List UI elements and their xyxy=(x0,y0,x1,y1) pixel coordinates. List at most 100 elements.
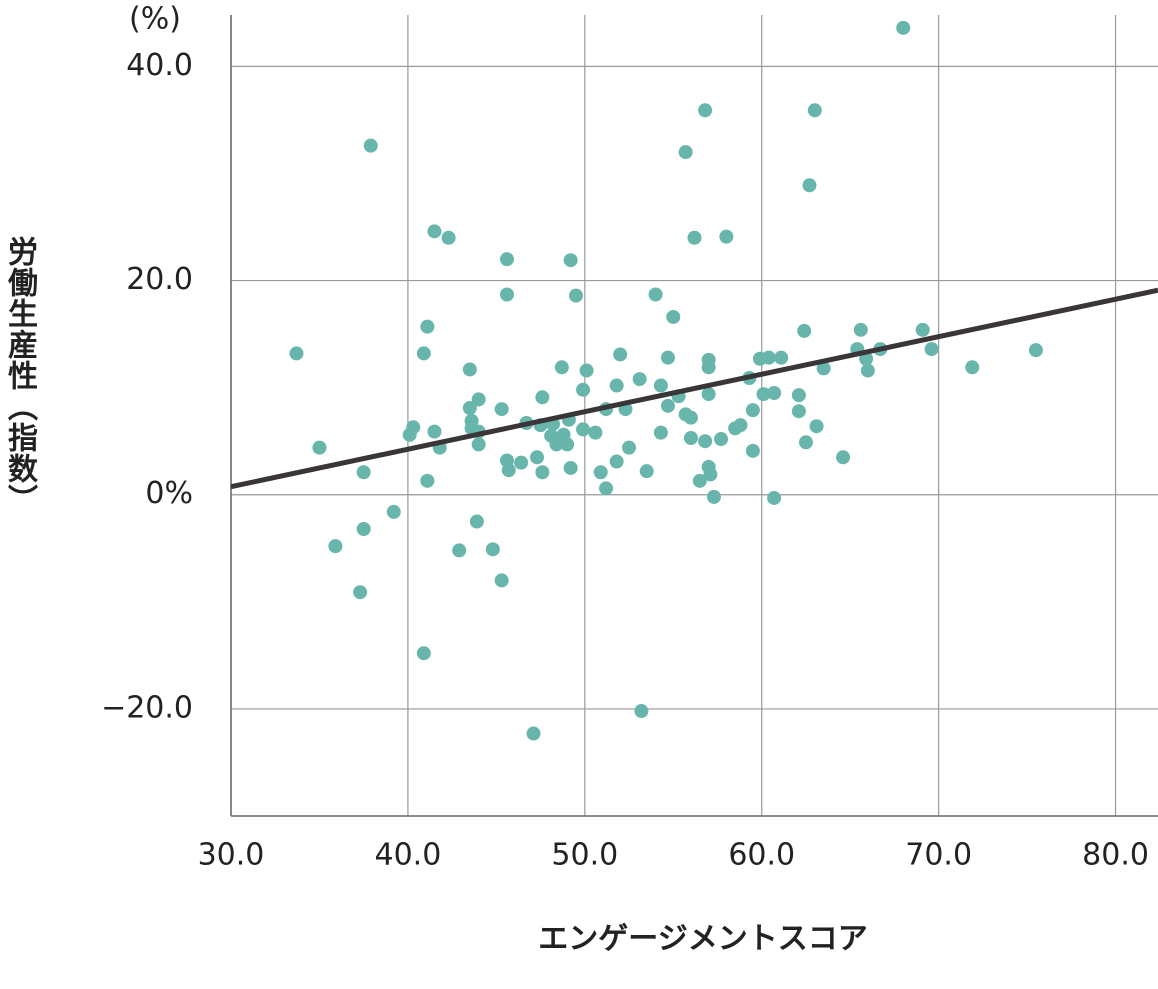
point xyxy=(915,322,930,337)
x-tick-label: 50.0 xyxy=(551,838,618,873)
point xyxy=(924,342,939,357)
point xyxy=(687,230,702,245)
point xyxy=(535,390,550,405)
point xyxy=(416,646,431,661)
point xyxy=(499,287,514,302)
point xyxy=(441,230,456,245)
point xyxy=(420,319,435,334)
point xyxy=(622,440,637,455)
point xyxy=(774,350,789,365)
point xyxy=(767,386,782,401)
point xyxy=(767,490,782,505)
point xyxy=(683,410,698,425)
point xyxy=(809,419,824,434)
point xyxy=(698,434,713,449)
point xyxy=(648,287,663,302)
point xyxy=(719,229,734,244)
point xyxy=(860,363,875,378)
point xyxy=(836,450,851,465)
point xyxy=(714,432,729,447)
point xyxy=(416,346,431,361)
point xyxy=(791,388,806,403)
point xyxy=(807,103,822,118)
point xyxy=(471,392,486,407)
point xyxy=(593,465,608,480)
y-axis-label: 労働生産性（指数） xyxy=(2,236,37,515)
point xyxy=(563,460,578,475)
point xyxy=(576,382,591,397)
x-tick-label: 60.0 xyxy=(728,838,795,873)
x-tick-label: 40.0 xyxy=(375,838,442,873)
y-tick-label: 20.0 xyxy=(126,262,193,297)
point xyxy=(579,363,594,378)
point xyxy=(896,20,911,35)
point xyxy=(745,443,760,458)
point xyxy=(632,372,647,387)
point xyxy=(469,514,484,529)
point xyxy=(353,585,368,600)
y-tick-label: −20.0 xyxy=(101,690,193,725)
point xyxy=(965,360,980,375)
point xyxy=(816,361,831,376)
point xyxy=(526,726,541,741)
point xyxy=(698,103,713,118)
point xyxy=(501,463,516,478)
point xyxy=(514,455,529,470)
point xyxy=(452,543,467,558)
point xyxy=(499,252,514,267)
point xyxy=(703,467,718,482)
point xyxy=(530,450,545,465)
point xyxy=(706,489,721,504)
point xyxy=(791,404,806,419)
point xyxy=(678,145,693,160)
x-tick-label: 70.0 xyxy=(905,838,972,873)
y-tick-label: 40.0 xyxy=(126,48,193,83)
point xyxy=(797,323,812,338)
y-unit: (%) xyxy=(129,2,181,37)
point xyxy=(494,402,509,417)
point xyxy=(494,573,509,588)
point xyxy=(462,401,477,416)
point xyxy=(568,288,583,303)
point xyxy=(666,309,681,324)
point xyxy=(745,403,760,418)
point xyxy=(462,362,477,377)
point xyxy=(599,481,614,496)
point xyxy=(613,347,628,362)
point xyxy=(588,425,603,440)
point xyxy=(639,464,654,479)
x-axis-label: エンゲージメントスコア xyxy=(538,922,867,957)
point xyxy=(798,435,813,450)
point xyxy=(356,522,371,537)
point xyxy=(853,322,868,337)
point xyxy=(701,360,716,375)
point xyxy=(756,387,771,402)
point xyxy=(761,350,776,365)
point xyxy=(660,398,675,413)
point xyxy=(609,378,624,393)
point xyxy=(312,440,327,455)
point xyxy=(289,346,304,361)
point xyxy=(802,178,817,193)
point xyxy=(471,437,486,452)
point xyxy=(609,454,624,469)
point xyxy=(356,465,371,480)
point xyxy=(683,430,698,445)
point xyxy=(427,424,442,439)
y-tick-label: 0% xyxy=(145,476,193,511)
point xyxy=(701,387,716,402)
point xyxy=(733,418,748,433)
point xyxy=(420,473,435,488)
point xyxy=(660,350,675,365)
x-tick-label: 30.0 xyxy=(198,838,265,873)
point xyxy=(549,437,564,452)
point xyxy=(386,504,401,519)
x-tick-label: 80.0 xyxy=(1082,838,1149,873)
point xyxy=(485,542,500,557)
point xyxy=(653,378,668,393)
point xyxy=(653,425,668,440)
point xyxy=(634,704,649,719)
point xyxy=(692,473,707,488)
